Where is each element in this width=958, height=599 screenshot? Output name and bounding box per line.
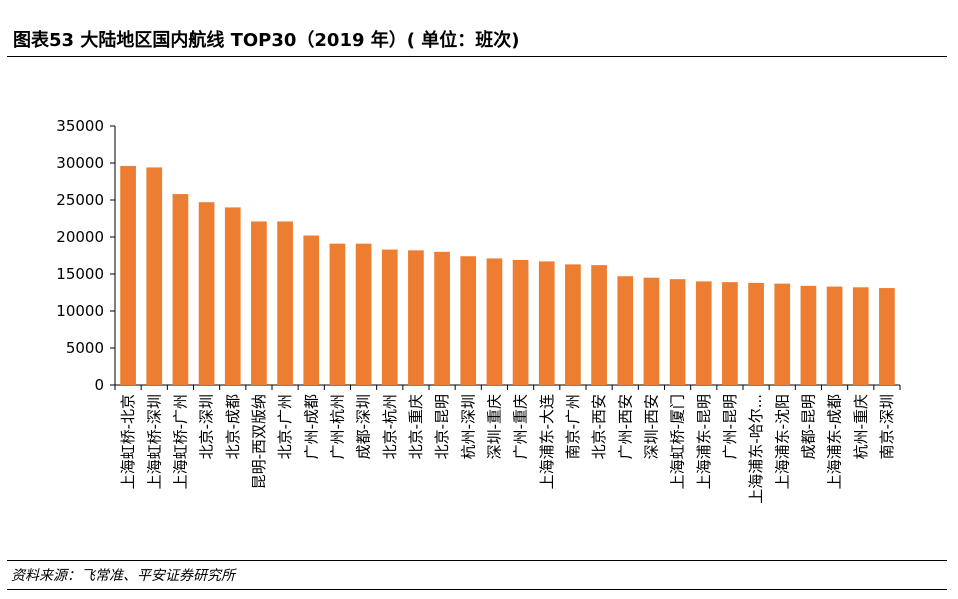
bar: [591, 265, 607, 385]
x-tick-label: 上海虹桥-厦门: [669, 394, 687, 489]
bar: [277, 221, 293, 385]
bar: [722, 282, 738, 385]
x-tick-label: 南京-广州: [564, 394, 582, 459]
x-tick-label: 北京-成都: [224, 394, 242, 459]
x-tick-label: 北京-广州: [276, 394, 294, 459]
x-tick-label: 广州-成都: [302, 394, 320, 459]
x-tick-label: 北京-西安: [590, 394, 608, 459]
y-tick-label: 20000: [56, 228, 104, 246]
y-tick-label: 10000: [56, 302, 104, 320]
bar: [695, 281, 712, 385]
bar: [408, 250, 424, 385]
chart-area: 0 5000 10000 15000 20000 25000 30000 35000 上海虹桥…: [56, 117, 901, 504]
x-tick-label: 北京-重庆: [407, 394, 425, 459]
bar: [434, 251, 450, 385]
x-tick-label: 上海浦东-昆明: [695, 394, 713, 489]
y-tick-label: 30000: [56, 154, 104, 172]
x-tick-label: 杭州-重庆: [852, 394, 870, 459]
x-tick-label: 上海浦东-沈阳: [773, 394, 791, 489]
bar: [251, 221, 267, 385]
x-tick-label: 广州-昆明: [721, 394, 739, 459]
bar: [198, 202, 215, 385]
bar: [565, 264, 581, 385]
x-tick-label: 南京-深圳: [878, 394, 896, 459]
bar: [617, 276, 634, 385]
bar: [146, 167, 163, 385]
bar: [748, 282, 764, 385]
x-tick-labels: 上海虹桥-北京 上海虹桥-深圳 上海虹桥-广州 北京-深圳 北京-成都 昆明-西双版纳 北京…: [119, 394, 896, 504]
x-tick-label: 深圳-西安: [642, 394, 660, 459]
x-tick-label: 广州-杭州: [328, 394, 346, 459]
bar: [329, 243, 346, 385]
x-tick-label: 上海浦东-成都: [826, 394, 844, 489]
y-tick-label: 15000: [56, 265, 104, 283]
bar: [852, 287, 869, 385]
bar: [800, 285, 817, 385]
y-tick-label: 5000: [66, 339, 104, 357]
x-axis: [114, 384, 901, 390]
x-tick-label: 北京-杭州: [381, 394, 399, 459]
bar: [512, 259, 529, 385]
bars: [120, 165, 895, 385]
x-tick-label: 北京-深圳: [198, 394, 216, 459]
source-note: 资料来源：飞常准、平安证券研究所: [11, 568, 235, 584]
bar: [224, 207, 241, 385]
y-axis: 0 5000 10000 15000 20000 25000 30000 35000: [56, 117, 116, 394]
title-bar: 图表53 大陆地区国内航线 TOP30（2019 年）( 单位：班次): [7, 22, 947, 57]
bar: [120, 165, 136, 385]
bar: [879, 288, 895, 385]
x-tick-label: 昆明-西双版纳: [250, 394, 268, 489]
x-tick-label: 上海浦东-大连: [538, 394, 556, 489]
x-tick-label: 上海虹桥-深圳: [145, 394, 163, 489]
bar: [826, 286, 843, 385]
figure-title: 图表53 大陆地区国内航线 TOP30（2019 年）( 单位：班次): [13, 30, 520, 51]
bar: [486, 258, 503, 385]
bar: [172, 194, 189, 385]
x-tick-label: 杭州-深圳: [459, 394, 477, 459]
bar: [355, 243, 372, 385]
bar: [381, 249, 398, 385]
x-tick-label: 北京-昆明: [433, 394, 451, 459]
footer: 资料来源：飞常准、平安证券研究所: [7, 560, 947, 590]
bar: [774, 283, 791, 385]
x-tick-label: 上海虹桥-广州: [171, 394, 189, 489]
bar: [538, 261, 555, 385]
bar-chart: 0 5000 10000 15000 20000 25000 30000 35000 上海虹桥…: [56, 117, 901, 504]
y-tick-label: 0: [94, 376, 104, 394]
x-tick-label: 上海浦东-哈尔...: [747, 394, 765, 504]
x-tick-label: 广州-重庆: [512, 394, 530, 459]
x-tick-label: 上海虹桥-北京: [119, 394, 137, 489]
y-tick-label: 35000: [56, 117, 104, 135]
x-tick-label: 深圳-重庆: [485, 394, 503, 459]
x-tick-label: 成都-昆明: [799, 394, 817, 459]
bar: [643, 277, 660, 385]
y-tick-label: 25000: [56, 191, 104, 209]
x-tick-label: 成都-深圳: [355, 394, 373, 459]
x-tick-label: 广州-西安: [616, 394, 634, 459]
bar: [303, 235, 320, 385]
bar: [669, 279, 686, 385]
bar: [460, 256, 477, 385]
